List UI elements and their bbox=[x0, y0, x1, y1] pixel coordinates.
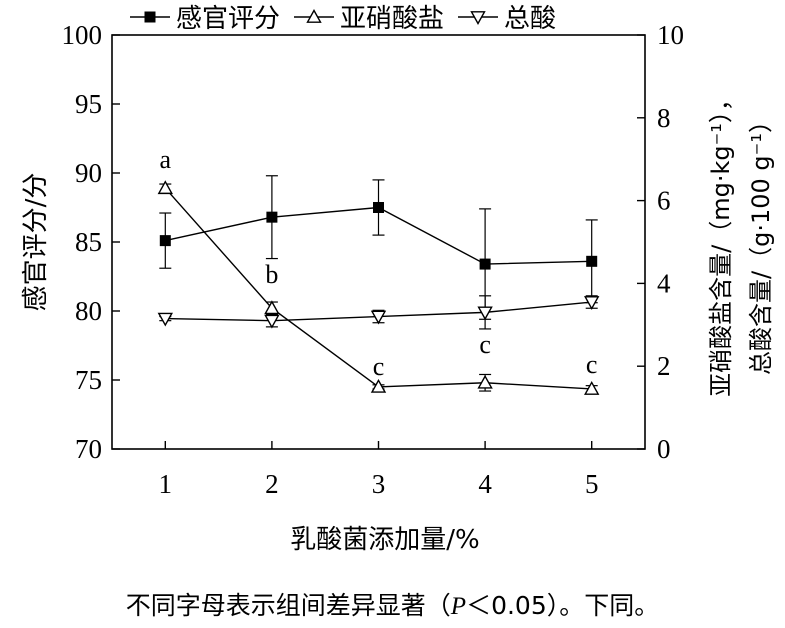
significance-label: a bbox=[160, 145, 172, 174]
figure-caption: 不同字母表示组间差异显著（P＜0.05）。下同。 bbox=[0, 586, 785, 622]
sensory-point bbox=[373, 202, 384, 213]
legend-label-nitrite: 亚硝酸盐 bbox=[340, 4, 444, 34]
y-left-tick-label: 95 bbox=[75, 89, 102, 119]
nitrite-point bbox=[584, 381, 600, 395]
y-right-tick-label: 10 bbox=[657, 20, 684, 50]
y-left-tick-label: 75 bbox=[75, 365, 102, 395]
y-left-tick-label: 80 bbox=[75, 296, 102, 326]
y-left-tick-label: 70 bbox=[75, 434, 102, 464]
y-right-tick-label: 0 bbox=[657, 434, 671, 464]
y-left-axis-title: 感官评分/分 bbox=[21, 173, 51, 312]
significance-label: c bbox=[373, 352, 385, 381]
total-acid-point bbox=[370, 310, 387, 325]
caption-text-after: ＜0.05）。下同。 bbox=[466, 591, 660, 620]
y-left-tick-label: 90 bbox=[75, 158, 102, 188]
x-tick-label: 4 bbox=[478, 469, 492, 499]
sensory-point bbox=[266, 211, 278, 223]
y-right-tick-label: 2 bbox=[657, 351, 671, 381]
legend-label-total-acid: 总酸 bbox=[504, 4, 556, 34]
x-tick-label: 3 bbox=[372, 469, 386, 499]
x-tick-label: 5 bbox=[585, 469, 599, 499]
nitrite-point bbox=[157, 180, 173, 195]
total-acid-point bbox=[264, 314, 280, 329]
x-tick-label: 1 bbox=[159, 469, 173, 499]
sensory-point bbox=[159, 235, 171, 247]
nitrite-point bbox=[477, 374, 493, 389]
significance-label: c bbox=[479, 330, 491, 359]
significance-label: b bbox=[265, 260, 278, 289]
caption-p-symbol: P bbox=[450, 593, 467, 620]
total-acid-point bbox=[157, 312, 173, 327]
nitrite-point bbox=[370, 378, 387, 393]
total-acid-point bbox=[584, 296, 600, 310]
legend-marker-nitrite bbox=[306, 9, 322, 23]
y-right-axis-title-line1: 亚硝酸盐含量/（mg·kg⁻¹）， bbox=[707, 87, 735, 397]
caption-text-before: 不同字母表示组间差异显著（ bbox=[125, 591, 451, 620]
y-right-tick-label: 6 bbox=[657, 186, 671, 216]
y-right-tick-label: 8 bbox=[657, 103, 671, 133]
y-left-tick-label: 100 bbox=[62, 20, 103, 50]
sensory-point bbox=[479, 258, 491, 270]
legend-label-sensory: 感官评分 bbox=[176, 4, 280, 34]
y-right-axis-title-line2: 总酸含量/（g·100 g⁻¹） bbox=[747, 109, 775, 375]
legend-marker-total-acid bbox=[470, 11, 486, 25]
significance-label: c bbox=[586, 350, 598, 379]
legend-marker-sensory bbox=[144, 11, 156, 23]
x-axis-title: 乳酸菌添加量/% bbox=[290, 525, 479, 555]
y-left-tick-label: 85 bbox=[75, 227, 102, 257]
nitrite-point bbox=[264, 300, 280, 315]
sensory-point bbox=[586, 255, 598, 267]
x-tick-label: 2 bbox=[265, 469, 279, 499]
total-acid-point bbox=[477, 306, 493, 321]
y-right-tick-label: 4 bbox=[657, 268, 671, 298]
